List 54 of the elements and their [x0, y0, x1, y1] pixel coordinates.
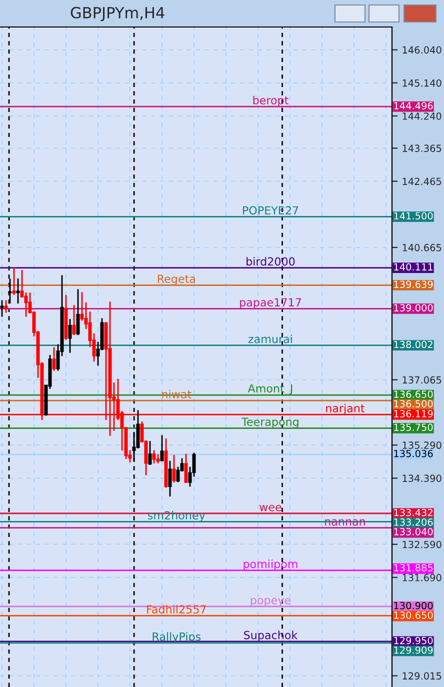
ref-line-label: Teerapong	[242, 418, 298, 428]
text: 129.909	[394, 646, 433, 654]
text: 130.900	[394, 602, 433, 610]
ref-line-label: narjant	[326, 404, 365, 415]
ref-line-label: popeye	[250, 598, 290, 606]
y-tick-label: 140.665	[402, 244, 442, 252]
text: 140.111	[394, 263, 432, 271]
ref-line-label: POPEYE27	[243, 206, 298, 215]
text: 129.950	[394, 636, 433, 644]
text: 144.496	[394, 102, 433, 110]
candlestick	[4, 299, 8, 314]
ref-line-label: Fadhil2557	[147, 604, 206, 614]
y-tick-label: 134.390	[402, 474, 442, 482]
ref-line-label: zamurai	[248, 334, 292, 344]
text: 135.036	[394, 450, 433, 458]
y-tick-label: 146.040	[402, 46, 442, 54]
ref-line-label: Supachok	[244, 630, 298, 642]
text: 136.119	[394, 410, 433, 418]
text: 133.432	[394, 508, 432, 516]
y-tick-label: 129.015	[402, 672, 442, 680]
ref-line-label: bird2000	[246, 257, 295, 266]
text: 139.000	[394, 304, 433, 312]
ref-line-label: wee	[260, 504, 282, 512]
ref-line-label: Regeta	[158, 274, 195, 286]
text: 136.650	[394, 390, 433, 398]
text: 138.002	[394, 340, 432, 348]
y-tick-label: 131.690	[402, 574, 442, 582]
ref-line-label: beropt	[253, 96, 288, 107]
y-tick-label: 137.065	[402, 376, 442, 384]
text: 130.650	[394, 612, 433, 619]
ref-line-label: Amont_J	[248, 384, 292, 396]
y-tick-label: 135.290	[402, 442, 442, 449]
candlestick	[0, 299, 4, 318]
text: 133.040	[394, 528, 433, 536]
candlestick	[12, 266, 16, 296]
ref-line-label: papae1717	[240, 298, 301, 309]
candlestick	[52, 346, 56, 372]
candlestick	[156, 454, 160, 464]
y-tick-label: 142.465	[402, 178, 442, 186]
ref-line-label: pomiipom	[244, 560, 298, 570]
ref-line-label: RallyPips	[152, 632, 201, 643]
text: 139.639	[394, 280, 433, 288]
y-tick-label: 144.240	[402, 112, 442, 120]
candlestick	[16, 278, 20, 304]
text: 136.500	[394, 400, 433, 408]
y-tick-label: 132.590	[402, 540, 442, 548]
text: 133.206	[394, 518, 433, 526]
text: 135.750	[394, 424, 433, 431]
ref-line-label: sm2honey	[148, 510, 206, 522]
text: 141.500	[394, 212, 433, 220]
chart-title: GBPJPYm,H4	[70, 6, 164, 22]
y-tick-label: 145.140	[402, 79, 442, 87]
y-tick-label: 143.365	[402, 144, 442, 152]
text: 131.885	[394, 564, 433, 572]
